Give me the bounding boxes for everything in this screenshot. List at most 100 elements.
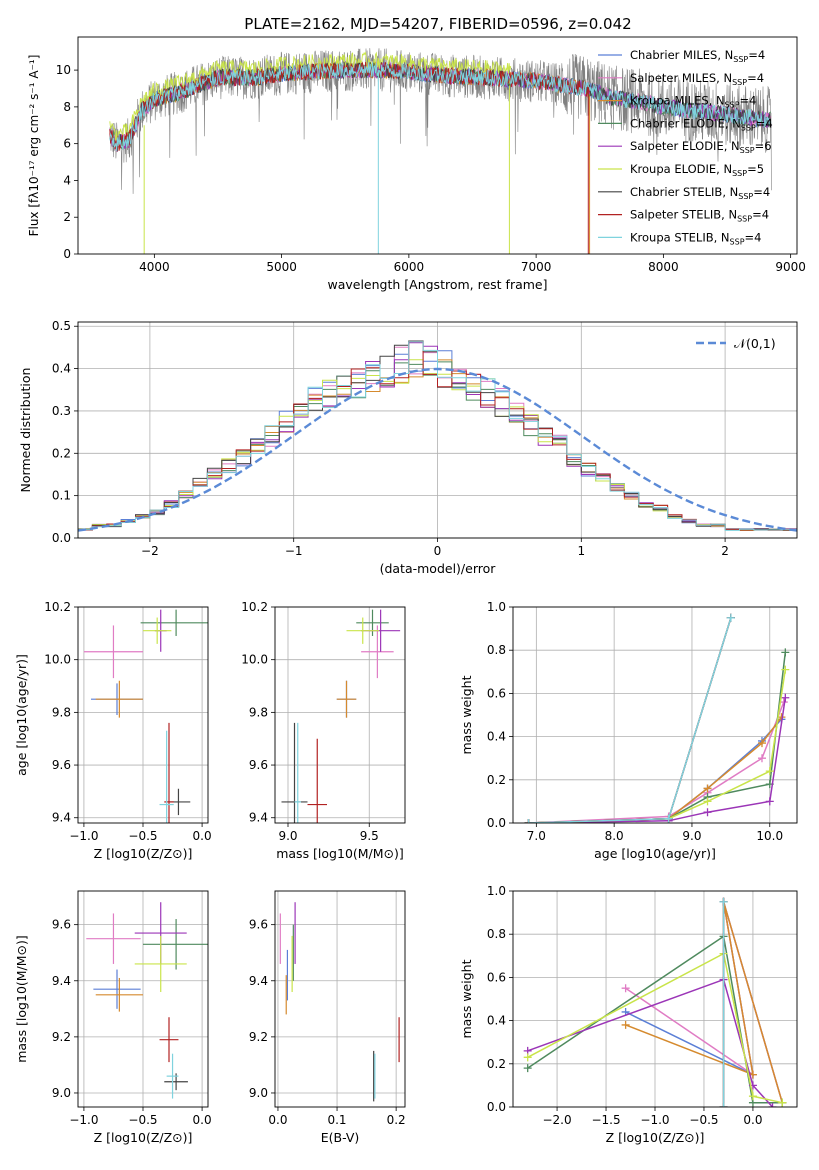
y-tick-label: 2: [63, 210, 71, 224]
x-tick-label: −2: [141, 544, 159, 558]
axes-frame: [512, 890, 798, 1108]
weight-point-marker: [703, 784, 712, 793]
x-tick-label: −0.5: [128, 829, 157, 843]
legend-entry: Chabrier STELIB, NSSP=4: [630, 185, 770, 201]
x-tick-label: 4000: [139, 260, 170, 274]
weight-point-marker: [757, 754, 766, 763]
weight-point-marker: [523, 1064, 532, 1073]
y-tick-label: 0.0: [487, 816, 506, 830]
y-tick-label: 9.6: [52, 918, 71, 932]
weight-point-marker: [778, 1098, 787, 1107]
weight-point-marker: [664, 814, 673, 823]
x-tick-label: 9.0: [278, 829, 297, 843]
weight-point-marker: [768, 1103, 777, 1107]
y-tick-label: 0.8: [487, 927, 506, 941]
x-tick-label: 7000: [521, 260, 552, 274]
y-tick-label: 9.4: [249, 811, 268, 825]
weight-point-marker: [748, 1092, 757, 1101]
mass_vs_Z-marks: [86, 902, 208, 1099]
age_vs_mass-marks: [281, 609, 401, 823]
y-tick-label: 0.6: [487, 686, 506, 700]
y-tick-label: 9.0: [52, 1086, 71, 1100]
residuals-plot: −2 −1 0 1 2 0.0 0.1 0.2 0.3 0.4 0.5 (data-model)/er…: [18, 319, 798, 576]
y-tick-label: 4: [63, 173, 71, 187]
y-tick-label: 9.6: [249, 918, 268, 932]
weight-series-line: [528, 652, 787, 823]
y-tick-label: 9.2: [249, 1030, 268, 1044]
y-tick-label: 9.0: [249, 1086, 268, 1100]
y-tick-label: 0.0: [487, 1100, 506, 1114]
y-tick-label: 0.4: [52, 362, 71, 376]
legend-entry: Kroupa STELIB, NSSP=4: [630, 230, 761, 246]
weight-point-marker: [781, 648, 790, 657]
x-tick-label: −1.0: [640, 1113, 669, 1127]
mass_vs_ebv-xlabel: E(B-V): [321, 1130, 360, 1145]
x-tick-label: 0.0: [193, 1113, 212, 1127]
spectrum-model-line: [109, 51, 512, 143]
x-tick-label: 0: [434, 544, 442, 558]
mass_vs_Z-plot: −1.0 −0.5 0.0 9.0 9.2 9.4 9.6 Z [log10(Z/Z⊙)] ma…: [14, 890, 212, 1145]
legend-entry: Salpeter ELODIE, NSSP=6: [630, 139, 772, 155]
legend-entry: Kroupa MILES, NSSP=4: [630, 94, 756, 110]
x-tick-label: −0.5: [689, 1113, 718, 1127]
y-tick-label: 0.0: [52, 531, 71, 545]
weight-point-marker: [781, 693, 790, 702]
axes-frame: [274, 606, 406, 824]
residuals-marks: [78, 340, 797, 538]
weight-series-line: [528, 669, 787, 823]
weight-series-line: [528, 697, 787, 823]
age_vs_mass-xlabel: mass [log10(M/M⊙)]: [276, 846, 404, 861]
x-tick-label: −1.5: [591, 1113, 620, 1127]
y-tick-label: 9.2: [52, 1030, 71, 1044]
x-tick-label: 8.0: [605, 829, 624, 843]
y-tick-label: 0.2: [487, 1057, 506, 1071]
weight-series-line: [527, 952, 783, 1104]
weight-point-marker: [726, 613, 735, 622]
weight-point-marker: [765, 767, 774, 776]
weight-series-line: [528, 617, 732, 823]
x-tick-label: 8000: [648, 260, 679, 274]
age_vs_Z-plot: −1.0 −0.5 0.0 9.4 9.6 9.8 10.0 10.2 Z [log10(Z/Z…: [14, 600, 212, 861]
weight_vs_age-marks: [524, 613, 790, 823]
x-tick-label: −1.0: [69, 1113, 98, 1127]
x-tick-label: 9.5: [360, 829, 379, 843]
weight-point-marker: [524, 819, 533, 823]
x-tick-label: 9.0: [682, 829, 701, 843]
x-tick-label: 6000: [394, 260, 425, 274]
y-tick-label: 8: [63, 100, 71, 114]
residual-histogram: [78, 341, 797, 538]
legend-entry: Salpeter STELIB, NSSP=4: [630, 208, 769, 224]
weight_vs_Z-ylabel: mass weight: [459, 959, 474, 1038]
age_vs_Z-marks: [83, 609, 208, 823]
normal-reference-curve: [78, 367, 797, 532]
age_vs_Z-xlabel: Z [log10(Z/Z⊙)]: [94, 846, 193, 861]
axes-frame: [77, 321, 798, 539]
x-tick-label: −1: [285, 544, 303, 558]
mass_vs_Z-ylabel: mass [log10(M/M⊙)]: [14, 935, 29, 1063]
plots-layer: 4000 5000 6000 7000 8000 90000246810wavelengt…: [14, 36, 806, 1145]
x-tick-label: 0.1: [327, 1113, 346, 1127]
weight-point-marker: [781, 665, 790, 674]
axes-frame: [512, 606, 798, 824]
y-tick-label: 0.6: [487, 970, 506, 984]
axes-frame: [274, 890, 406, 1108]
y-tick-label: 0.2: [52, 446, 71, 460]
y-tick-label: 0.4: [487, 730, 506, 744]
x-tick-label: 0.0: [743, 1113, 762, 1127]
weight-series-line: [528, 718, 782, 823]
x-tick-label: 0.2: [387, 1113, 406, 1127]
weight_vs_age-xlabel: age [log10(age/yr)]: [594, 846, 716, 861]
figure-title: PLATE=2162, MJD=54207, FIBERID=0596, z=0…: [244, 15, 631, 33]
y-tick-label: 9.8: [52, 705, 71, 719]
y-tick-label: 10.0: [241, 653, 268, 667]
weight_vs_age-ylabel: mass weight: [459, 675, 474, 754]
x-tick-label: 7.0: [527, 829, 546, 843]
y-tick-label: 10.0: [44, 653, 71, 667]
x-tick-label: −0.5: [128, 1113, 157, 1127]
y-tick-label: 10: [56, 63, 71, 77]
x-tick-label: 2: [721, 544, 729, 558]
y-tick-label: 0.4: [487, 1014, 506, 1028]
y-tick-label: 0.5: [52, 319, 71, 333]
x-tick-label: −2.0: [542, 1113, 571, 1127]
